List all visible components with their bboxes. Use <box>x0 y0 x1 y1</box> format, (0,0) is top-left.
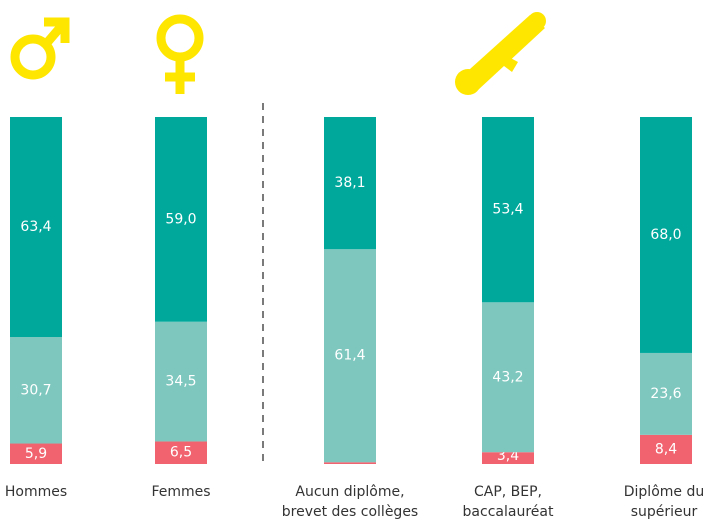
diploma-icon <box>455 12 546 95</box>
x-tick-label: Aucun diplôme, <box>295 484 404 500</box>
bar-segment <box>155 441 207 464</box>
x-tick-label: CAP, BEP, <box>474 484 542 500</box>
bar-segment <box>10 336 62 444</box>
value-label: 8,4 <box>655 441 677 457</box>
bar-segment <box>155 117 207 322</box>
x-tick-label: Hommes <box>5 484 67 500</box>
value-label: 6,5 <box>170 445 192 461</box>
value-label: 5,9 <box>25 446 47 462</box>
bar-segment <box>324 117 376 250</box>
value-label: 59,0 <box>165 211 196 227</box>
bar-segment <box>640 352 692 435</box>
male-icon <box>10 17 70 80</box>
bar-segment <box>482 302 534 453</box>
value-label: 68,0 <box>650 227 681 243</box>
value-label: 23,6 <box>650 386 681 402</box>
x-tick-label: brevet des collèges <box>282 504 418 520</box>
x-tick-label: Diplôme du <box>624 484 704 500</box>
value-label: 43,2 <box>492 369 523 385</box>
bar-segment <box>324 462 376 464</box>
value-label: 38,1 <box>334 175 365 191</box>
value-label: 53,4 <box>492 202 523 218</box>
value-label: 61,4 <box>334 348 365 364</box>
bar-segment <box>482 117 534 303</box>
bar-segment <box>640 434 692 464</box>
female-icon <box>156 14 204 94</box>
bar-segment <box>640 117 692 353</box>
bar-segment <box>155 321 207 442</box>
value-label: 63,4 <box>20 219 51 235</box>
value-label: 30,7 <box>20 382 51 398</box>
x-tick-label: Femmes <box>151 484 210 500</box>
x-tick-label: supérieur <box>631 504 698 520</box>
bar-segment <box>482 452 534 464</box>
bar-segment <box>10 117 62 337</box>
value-label: 34,5 <box>165 374 196 390</box>
bar-segment <box>10 443 62 464</box>
bar-segment <box>324 249 376 463</box>
x-tick-label: baccalauréat <box>463 504 554 520</box>
